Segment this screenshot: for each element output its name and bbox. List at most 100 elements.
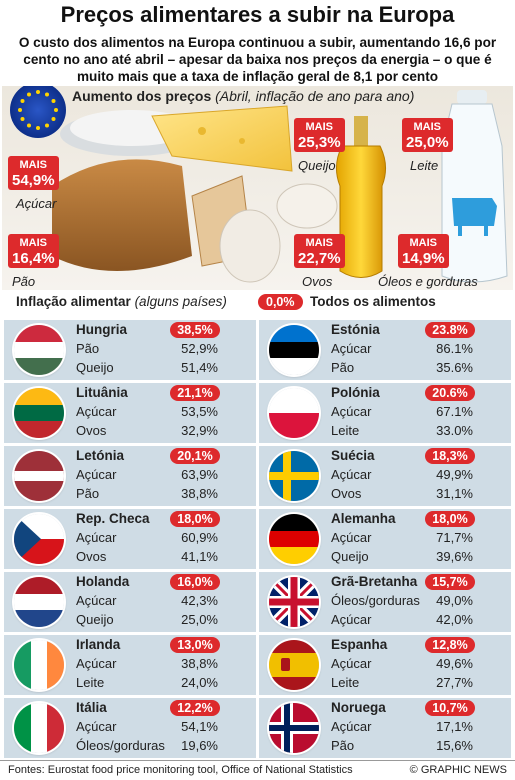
country-total-pill: 18,3%: [425, 448, 475, 464]
country-grid: Hungria 38,5% Pão 52,9% Queijo 51,4% Lituânia 2…: [0, 318, 515, 758]
table-heading-subtitle: (alguns países): [134, 294, 227, 309]
country-total-pill: 13,0%: [170, 637, 220, 653]
item-value: 52,9%: [181, 341, 218, 356]
country-card: Rep. Checa 18,0% Açúcar 60,9% Ovos 41,1%: [4, 507, 256, 569]
country-total-pill: 38,5%: [170, 322, 220, 338]
country-name: Lituânia: [76, 385, 128, 400]
badge-mais: MAIS: [19, 237, 48, 249]
item-value: 25,0%: [181, 612, 218, 627]
country-card: Itália 12,2% Açúcar 54,1% Óleos/gorduras 19,6…: [4, 696, 256, 758]
item-label: Açúcar: [76, 404, 117, 419]
country-total-pill: 18,0%: [170, 511, 220, 527]
table-heading: Inflação alimentar (alguns países): [16, 294, 227, 309]
item-label: Leite: [76, 675, 105, 690]
item-value: 19,6%: [181, 738, 218, 753]
country-name: Grã-Bretanha: [331, 574, 418, 589]
photo-heading-bold: Aumento dos preços: [72, 88, 212, 104]
food-label-4: Leite: [410, 158, 439, 173]
badge-value: 25,0%: [406, 134, 449, 151]
item-value: 39,6%: [436, 549, 473, 564]
food-label-0: Açúcar: [16, 196, 57, 211]
norway-flag-icon: [269, 703, 319, 753]
country-total-pill: 16,0%: [170, 574, 220, 590]
lithuania-flag-icon: [14, 388, 64, 438]
item-value: 86.1%: [436, 341, 473, 356]
photo-heading: Aumento dos preços (Abril, inflação de a…: [72, 88, 414, 104]
item-value: 53,5%: [181, 404, 218, 419]
item-value: 24,0%: [181, 675, 218, 690]
food-label-2: Queijo: [298, 158, 336, 173]
badge-mais: MAIS: [413, 121, 442, 133]
country-card: Espanha 12,8% Açúcar 49,6% Leite 27,7%: [259, 633, 511, 695]
item-value: 54,1%: [181, 719, 218, 734]
item-value: 32,9%: [181, 423, 218, 438]
legend-label: Todos os alimentos: [310, 294, 436, 309]
item-value: 33.0%: [436, 423, 473, 438]
food-illustration: Aumento dos preços (Abril, inflação de a…: [2, 86, 513, 290]
sweden-flag-icon: [269, 451, 319, 501]
country-card: Noruega 10,7% Açúcar 17,1% Pão 15,6%: [259, 696, 511, 758]
country-total-pill: 21,1%: [170, 385, 220, 401]
ireland-flag-icon: [14, 640, 64, 690]
country-name: Estónia: [331, 322, 380, 337]
price-badge-5: MAIS 14,9%: [398, 234, 449, 268]
country-name: Suécia: [331, 448, 375, 463]
item-value: 42,0%: [436, 612, 473, 627]
item-label: Açúcar: [331, 719, 372, 734]
country-total-pill: 23.8%: [425, 322, 475, 338]
food-label-1: Pão: [12, 274, 36, 289]
item-label: Açúcar: [331, 467, 372, 482]
item-label: Açúcar: [76, 719, 117, 734]
country-card: Letónia 20,1% Açúcar 63,9% Pão 38,8%: [4, 444, 256, 506]
item-value: 35.6%: [436, 360, 473, 375]
item-label: Óleos/gorduras: [331, 593, 420, 608]
country-name: Irlanda: [76, 637, 121, 652]
item-label: Óleos/gorduras: [76, 738, 165, 753]
italy-flag-icon: [14, 703, 64, 753]
item-value: 63,9%: [181, 467, 218, 482]
item-value: 38,8%: [181, 486, 218, 501]
price-badge-0: MAIS 54,9%: [8, 156, 59, 190]
footer-sources: Fontes: Eurostat food price monitoring t…: [8, 764, 353, 776]
page-subtitle: O custo dos alimentos na Europa continuo…: [18, 35, 497, 84]
item-value: 49,6%: [436, 656, 473, 671]
item-label: Queijo: [76, 360, 114, 375]
item-value: 49,0%: [436, 593, 473, 608]
country-total-pill: 10,7%: [425, 700, 475, 716]
country-name: Polónia: [331, 385, 380, 400]
country-card: Grã-Bretanha 15,7% Óleos/gorduras 49,0% Açúc…: [259, 570, 511, 632]
badge-value: 16,4%: [12, 250, 55, 267]
item-label: Leite: [331, 675, 360, 690]
food-label-3: Ovos: [302, 274, 333, 289]
czech-flag-icon: [14, 514, 64, 564]
poland-flag-icon: [269, 388, 319, 438]
germany-flag-icon: [269, 514, 319, 564]
country-total-pill: 20.6%: [425, 385, 475, 401]
country-total-pill: 15,7%: [425, 574, 475, 590]
item-label: Pão: [76, 341, 100, 356]
country-card: Hungria 38,5% Pão 52,9% Queijo 51,4%: [4, 318, 256, 380]
price-badge-1: MAIS 16,4%: [8, 234, 59, 268]
page-title: Preços alimentares a subir na Europa: [60, 2, 455, 27]
legend-row: Inflação alimentar (alguns países) 0,0% …: [0, 292, 515, 314]
item-label: Açúcar: [331, 404, 372, 419]
item-label: Açúcar: [76, 530, 117, 545]
item-value: 27,7%: [436, 675, 473, 690]
item-label: Açúcar: [331, 341, 372, 356]
price-badge-4: MAIS 25,0%: [402, 118, 453, 152]
item-label: Ovos: [76, 423, 107, 438]
country-total-pill: 12,8%: [425, 637, 475, 653]
legend-pill: 0,0%: [258, 294, 303, 310]
country-name: Espanha: [331, 637, 388, 652]
country-card: Irlanda 13,0% Açúcar 38,8% Leite 24,0%: [4, 633, 256, 695]
item-label: Ovos: [76, 549, 107, 564]
badge-mais: MAIS: [409, 237, 438, 249]
uk-flag-icon: [269, 577, 319, 627]
item-label: Açúcar: [76, 467, 117, 482]
netherlands-flag-icon: [14, 577, 64, 627]
item-value: 38,8%: [181, 656, 218, 671]
country-card: Estónia 23.8% Açúcar 86.1% Pão 35.6%: [259, 318, 511, 380]
item-value: 71,7%: [436, 530, 473, 545]
country-card: Lituânia 21,1% Açúcar 53,5% Ovos 32,9%: [4, 381, 256, 443]
country-name: Alemanha: [331, 511, 396, 526]
